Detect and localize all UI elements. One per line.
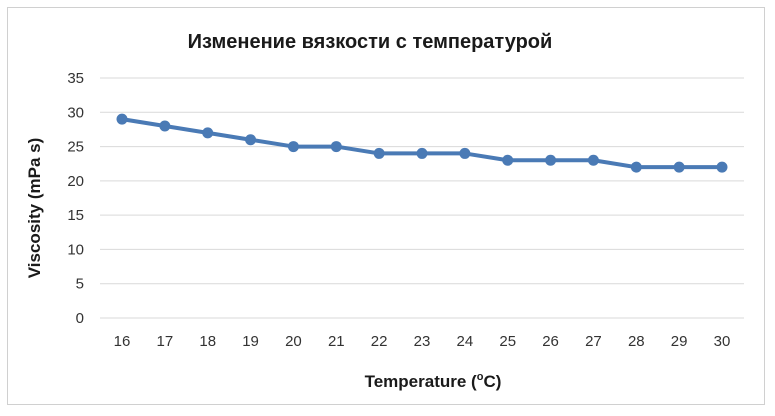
x-axis-title-degree: o — [477, 371, 484, 383]
y-tick-label: 5 — [76, 276, 84, 293]
x-tick-label: 18 — [199, 333, 216, 350]
x-tick-label: 16 — [114, 333, 131, 350]
data-point — [373, 147, 385, 159]
y-tick-label: 0 — [76, 310, 84, 327]
data-point — [587, 154, 599, 166]
x-tick-label: 26 — [542, 333, 559, 350]
x-tick-label: 22 — [371, 333, 388, 350]
y-axis-title: Viscosity (mPa s) — [25, 138, 44, 278]
x-tick-label: 21 — [328, 333, 345, 350]
x-tick-label: 19 — [242, 333, 259, 350]
data-point — [545, 154, 557, 166]
x-tick-label: 30 — [714, 333, 731, 350]
series-line — [120, 117, 724, 170]
x-tick-label: 29 — [671, 333, 688, 350]
x-tick-label: 20 — [285, 333, 302, 350]
x-tick-label: 23 — [414, 333, 431, 350]
x-tick-label: 17 — [157, 333, 174, 350]
x-tick-label: 24 — [457, 333, 474, 350]
y-tick-label: 10 — [67, 241, 84, 258]
y-tick-label: 35 — [67, 70, 84, 87]
data-point — [416, 147, 428, 159]
data-point — [630, 161, 642, 173]
x-axis-title: Temperature (oC) — [365, 371, 502, 391]
data-point — [459, 147, 471, 159]
chart-title: Изменение вязкости с температурой — [188, 31, 553, 53]
data-point — [673, 161, 685, 173]
data-point — [245, 134, 257, 146]
x-tick-label: 27 — [585, 333, 602, 350]
data-point — [502, 154, 514, 166]
y-tick-label: 30 — [67, 104, 84, 121]
y-tick-label: 20 — [67, 173, 84, 190]
data-point — [159, 120, 171, 132]
x-tick-label: 28 — [628, 333, 645, 350]
x-tick-label: 25 — [499, 333, 516, 350]
x-axis-title-unit: C) — [483, 372, 501, 391]
data-point — [716, 161, 728, 173]
y-tick-labels: 0 5 10 15 20 25 30 35 — [67, 70, 84, 327]
data-point — [202, 127, 214, 139]
chart-frame — [7, 7, 765, 405]
x-axis-title-text: Temperature ( — [365, 372, 477, 391]
data-point — [116, 113, 128, 125]
grid-lines — [100, 77, 744, 319]
y-tick-label: 25 — [67, 139, 84, 156]
data-points — [116, 113, 728, 173]
data-point — [287, 141, 299, 153]
data-point — [330, 141, 342, 153]
x-tick-labels: 16 17 18 19 20 21 22 23 24 25 26 27 28 29 30 — [114, 333, 731, 350]
y-tick-label: 15 — [67, 207, 84, 224]
